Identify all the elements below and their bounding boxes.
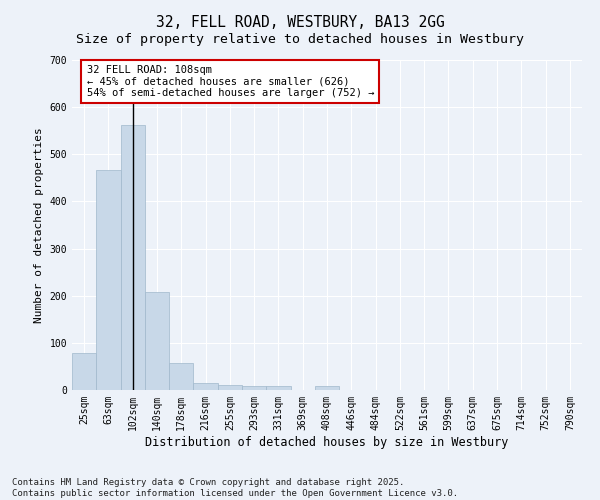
Bar	[193, 383, 218, 390]
Text: 32, FELL ROAD, WESTBURY, BA13 2GG: 32, FELL ROAD, WESTBURY, BA13 2GG	[155, 15, 445, 30]
Bar	[266, 386, 290, 390]
Bar	[121, 125, 145, 390]
Bar	[72, 353, 96, 390]
Text: Size of property relative to detached houses in Westbury: Size of property relative to detached ho…	[76, 32, 524, 46]
Bar	[145, 292, 169, 390]
Y-axis label: Number of detached properties: Number of detached properties	[34, 127, 44, 323]
Bar	[315, 386, 339, 390]
Bar	[242, 386, 266, 390]
Text: 32 FELL ROAD: 108sqm
← 45% of detached houses are smaller (626)
54% of semi-deta: 32 FELL ROAD: 108sqm ← 45% of detached h…	[86, 64, 374, 98]
Bar	[169, 363, 193, 390]
Text: Contains HM Land Registry data © Crown copyright and database right 2025.
Contai: Contains HM Land Registry data © Crown c…	[12, 478, 458, 498]
Bar	[218, 386, 242, 390]
Bar	[96, 170, 121, 390]
X-axis label: Distribution of detached houses by size in Westbury: Distribution of detached houses by size …	[145, 436, 509, 448]
